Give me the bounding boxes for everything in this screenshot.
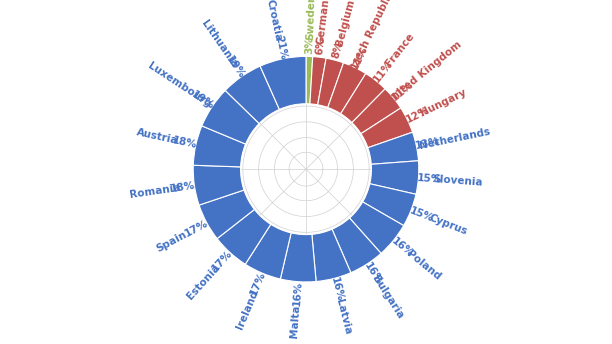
- Text: 21%: 21%: [273, 34, 288, 61]
- Text: 18%: 18%: [171, 135, 198, 150]
- Wedge shape: [318, 58, 343, 107]
- Wedge shape: [202, 90, 259, 144]
- Wedge shape: [352, 89, 401, 134]
- Text: 19%: 19%: [189, 90, 215, 112]
- Text: Sweden: Sweden: [305, 0, 316, 40]
- Text: 18%: 18%: [170, 180, 196, 194]
- Text: 17%: 17%: [248, 270, 267, 297]
- Text: Lithuania: Lithuania: [199, 19, 239, 70]
- Wedge shape: [341, 74, 385, 122]
- Text: Netherlands: Netherlands: [419, 126, 491, 150]
- Text: Cyprus: Cyprus: [427, 213, 468, 237]
- Text: Slovenia: Slovenia: [432, 174, 483, 187]
- Text: Germany: Germany: [316, 0, 332, 45]
- Text: France: France: [384, 31, 417, 68]
- Text: 11%: 11%: [371, 59, 395, 85]
- Text: Austria: Austria: [135, 127, 179, 146]
- Wedge shape: [332, 218, 381, 273]
- Wedge shape: [280, 233, 316, 282]
- Wedge shape: [217, 209, 271, 264]
- Text: 16%: 16%: [362, 260, 384, 287]
- Wedge shape: [306, 56, 313, 104]
- Text: 15%: 15%: [417, 173, 442, 184]
- Text: Luxembourg: Luxembourg: [146, 61, 212, 110]
- Text: 11%: 11%: [389, 79, 415, 103]
- Wedge shape: [328, 63, 366, 114]
- Text: Malta: Malta: [289, 304, 302, 338]
- Text: Bulgaria: Bulgaria: [370, 274, 406, 321]
- Text: Hungary: Hungary: [418, 87, 468, 118]
- Text: 6%: 6%: [315, 36, 327, 55]
- Wedge shape: [361, 108, 412, 148]
- Wedge shape: [363, 184, 416, 226]
- Text: 17%: 17%: [184, 218, 210, 238]
- Text: Poland: Poland: [405, 249, 443, 282]
- Text: 13%: 13%: [414, 137, 441, 151]
- Text: 17%: 17%: [211, 248, 234, 273]
- Text: Romania: Romania: [129, 182, 182, 200]
- Text: 16%: 16%: [329, 276, 345, 303]
- Wedge shape: [349, 202, 404, 254]
- Text: 12%: 12%: [404, 105, 431, 125]
- Text: Czech Republic: Czech Republic: [348, 0, 396, 74]
- Text: Croatia: Croatia: [265, 0, 284, 42]
- Text: Latvia: Latvia: [334, 298, 353, 335]
- Wedge shape: [260, 56, 306, 109]
- Text: Belgium: Belgium: [334, 0, 356, 46]
- Wedge shape: [245, 224, 291, 279]
- Text: 8%: 8%: [330, 40, 345, 59]
- Text: United Kingdom: United Kingdom: [384, 39, 464, 107]
- Text: 16%: 16%: [291, 280, 303, 306]
- Wedge shape: [370, 161, 419, 194]
- Text: 3%: 3%: [304, 36, 315, 54]
- Text: 16%: 16%: [389, 236, 415, 259]
- Text: Estonia: Estonia: [185, 262, 222, 301]
- Wedge shape: [199, 190, 255, 239]
- Text: 15%: 15%: [408, 205, 435, 224]
- Wedge shape: [193, 165, 244, 205]
- Wedge shape: [312, 229, 351, 281]
- Text: 19%: 19%: [224, 54, 246, 80]
- Wedge shape: [368, 132, 419, 164]
- Wedge shape: [193, 126, 245, 167]
- Text: 11%: 11%: [350, 44, 370, 71]
- Wedge shape: [310, 57, 326, 105]
- Text: Ireland: Ireland: [234, 288, 259, 331]
- Wedge shape: [225, 66, 280, 123]
- Text: Spain: Spain: [155, 229, 189, 254]
